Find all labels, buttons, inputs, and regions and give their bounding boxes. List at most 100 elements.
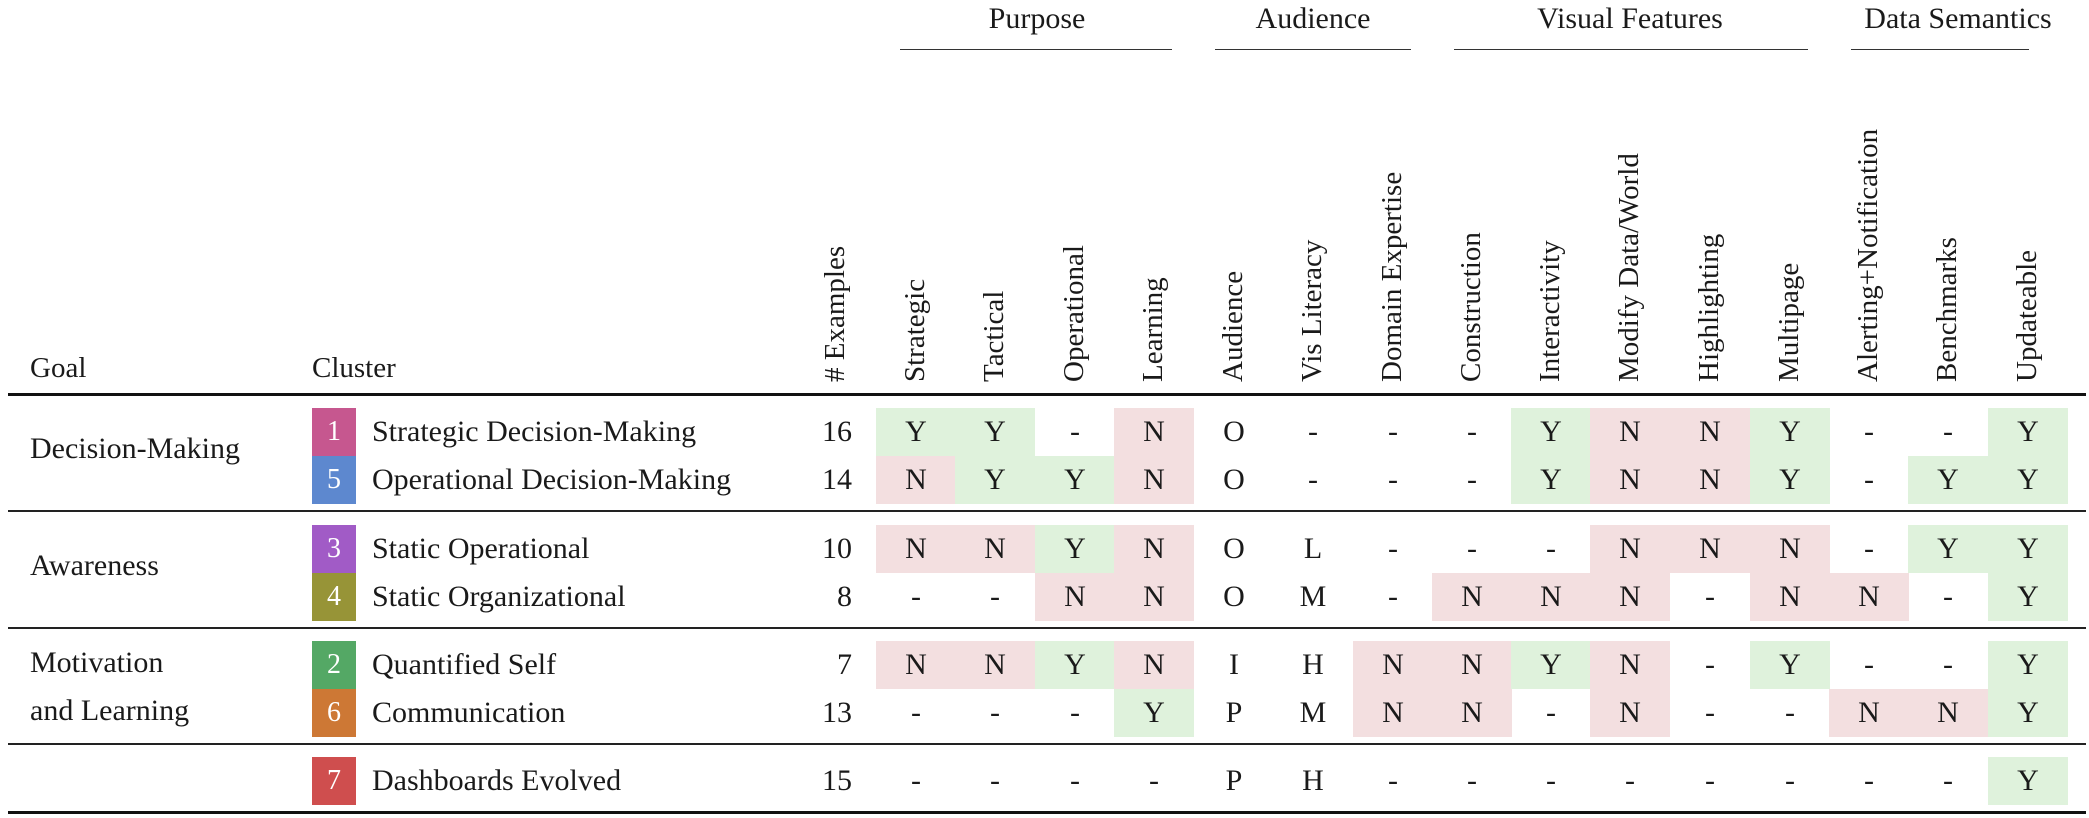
table-cell: - xyxy=(1943,580,1953,613)
table-cell: - xyxy=(1625,764,1635,797)
table-cell: N xyxy=(1511,573,1591,621)
table-cell: - xyxy=(1149,764,1159,797)
table-cell: - xyxy=(911,764,921,797)
table-cell: Y xyxy=(1988,573,2068,621)
table-cell: - xyxy=(1546,532,1556,565)
table-cell: N xyxy=(1114,456,1194,504)
table-cell: Y xyxy=(1988,456,2068,504)
table-cell: N xyxy=(876,456,956,504)
group-divider xyxy=(8,627,2086,629)
table-cell: N xyxy=(1035,573,1115,621)
table-cell: N xyxy=(1114,408,1194,456)
table-cell: - xyxy=(911,696,921,729)
table-cell: - xyxy=(1467,415,1477,448)
table-cell: O xyxy=(1223,415,1245,448)
table-cell: - xyxy=(1864,764,1874,797)
bottom-rule xyxy=(8,811,2086,814)
table-cell: H xyxy=(1302,648,1324,681)
table-cell: Y xyxy=(955,456,1035,504)
table-cell: Y xyxy=(1750,408,1830,456)
cluster-number-badge: 5 xyxy=(312,456,356,504)
goal-motivation-line-2: and Learning xyxy=(30,694,190,727)
table-cell: - xyxy=(1070,764,1080,797)
table-cell: N xyxy=(1829,573,1909,621)
example-count: 16 xyxy=(822,415,852,448)
table-cell: - xyxy=(1546,764,1556,797)
table-cell: - xyxy=(990,696,1000,729)
table-cell: N xyxy=(1432,573,1512,621)
table-cell: Y xyxy=(1988,689,2068,737)
table-cell: N xyxy=(1829,689,1909,737)
table-cell: Y xyxy=(1750,456,1830,504)
table-cell: - xyxy=(1388,415,1398,448)
cluster-number-badge: 6 xyxy=(312,689,356,737)
table-cell: N xyxy=(1114,525,1194,573)
group-rule-audience xyxy=(1215,49,1411,50)
example-count: 13 xyxy=(822,696,852,729)
cluster-name: Quantified Self xyxy=(372,648,557,681)
table-cell: N xyxy=(1114,573,1194,621)
table-cell: Y xyxy=(1988,641,2068,689)
table-cell: - xyxy=(1388,463,1398,496)
group-label-audience: Audience xyxy=(1255,2,1371,35)
goal-awareness: Awareness xyxy=(30,549,159,582)
cluster-number-badge: 2 xyxy=(312,641,356,689)
table-cell: - xyxy=(1864,463,1874,496)
table-cell: N xyxy=(1590,641,1670,689)
table-cell: O xyxy=(1223,532,1245,565)
table-cell: Y xyxy=(876,408,956,456)
table-cell: - xyxy=(1070,696,1080,729)
table-cell: - xyxy=(1546,696,1556,729)
table-cell: O xyxy=(1223,580,1245,613)
table-cell: N xyxy=(1670,408,1750,456)
group-divider xyxy=(8,510,2086,512)
table-cell: O xyxy=(1223,463,1245,496)
table-cell: - xyxy=(990,764,1000,797)
group-label-purpose: Purpose xyxy=(988,2,1086,35)
table-cell: N xyxy=(955,525,1035,573)
table-cell: N xyxy=(1908,689,1988,737)
table-cell: N xyxy=(876,641,956,689)
table-cell: Y xyxy=(1511,408,1591,456)
group-rule-purpose xyxy=(900,49,1172,50)
cluster-name: Dashboards Evolved xyxy=(372,764,622,797)
table-cell: N xyxy=(1590,525,1670,573)
table-cell: N xyxy=(1750,573,1830,621)
table-cell: N xyxy=(1590,689,1670,737)
table-cell: - xyxy=(1785,764,1795,797)
table-cell: - xyxy=(1388,532,1398,565)
example-count: 8 xyxy=(837,580,852,613)
table-cell: - xyxy=(1705,696,1715,729)
table-cell: Y xyxy=(1511,641,1591,689)
table-cell: N xyxy=(1432,641,1512,689)
table-cell: M xyxy=(1299,696,1327,729)
table-cell: N xyxy=(1353,689,1433,737)
cluster-number-badge: 1 xyxy=(312,408,356,456)
table-cell: - xyxy=(1467,463,1477,496)
example-count: 7 xyxy=(837,648,852,681)
table-cell: N xyxy=(1670,456,1750,504)
table-cell: - xyxy=(1943,415,1953,448)
table-cell: Y xyxy=(1988,757,2068,805)
table-cell: - xyxy=(1467,764,1477,797)
table-cell: - xyxy=(1705,764,1715,797)
group-rule-data-semantics xyxy=(1851,49,2029,50)
example-count: 14 xyxy=(822,463,852,496)
table-cell: - xyxy=(1070,415,1080,448)
table-cell: N xyxy=(1750,525,1830,573)
table-cell: N xyxy=(1590,573,1670,621)
table-cell: - xyxy=(1943,764,1953,797)
table-cell: M xyxy=(1299,580,1327,613)
table-cell: - xyxy=(911,580,921,613)
table-cell: N xyxy=(1432,689,1512,737)
table-cell: Y xyxy=(1035,641,1115,689)
table-cell: P xyxy=(1225,696,1243,729)
cluster-name: Communication xyxy=(372,696,566,729)
table-cell: N xyxy=(876,525,956,573)
cluster-number-badge: 7 xyxy=(312,757,356,805)
table-cell: - xyxy=(1943,648,1953,681)
example-count: 10 xyxy=(822,532,852,565)
table-cell: H xyxy=(1302,764,1324,797)
table-cell: N xyxy=(1114,641,1194,689)
group-rule-visual-features xyxy=(1454,49,1808,50)
